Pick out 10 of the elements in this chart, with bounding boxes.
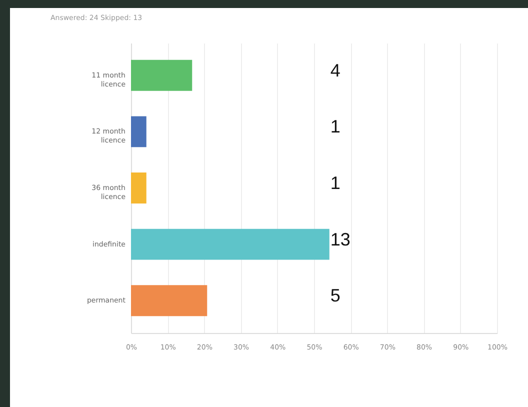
- bar: [131, 228, 330, 260]
- annotation: 5: [330, 286, 340, 306]
- bar: [131, 116, 146, 148]
- bar: [131, 285, 208, 316]
- annotation: 13: [330, 229, 350, 250]
- annotation: 1: [330, 116, 340, 137]
- bar: [131, 60, 192, 91]
- annotation: 4: [330, 60, 340, 80]
- annotation: 1: [330, 173, 340, 193]
- bar: [131, 172, 146, 204]
